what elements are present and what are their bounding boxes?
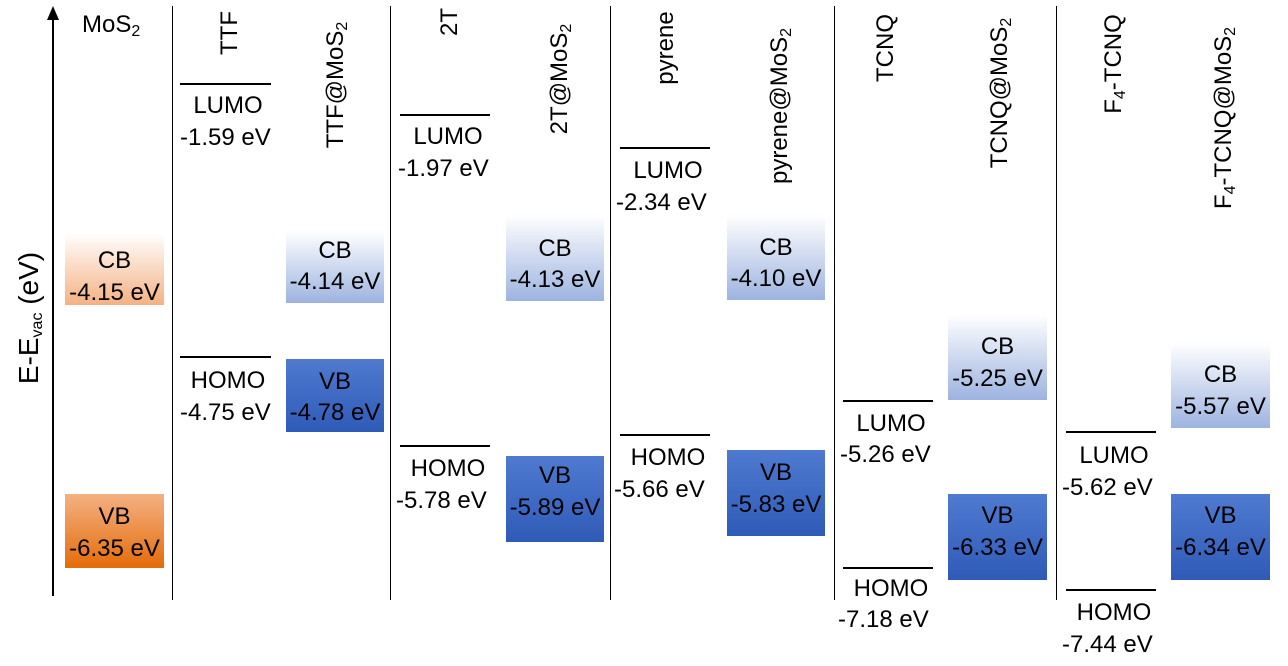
- mos2-cb-value: -4.15 eV: [69, 279, 160, 306]
- cb-name: CB: [980, 333, 1015, 360]
- vb-name: VB: [759, 459, 792, 486]
- energy-axis-label: E-Evac (eV): [13, 251, 46, 385]
- homo-value: -7.44 eV: [1062, 631, 1153, 658]
- lumo-value: -5.62 eV: [1062, 474, 1153, 501]
- lumo-level-line: [843, 400, 933, 402]
- homo-name: HOMO: [853, 575, 929, 602]
- vb-value: -4.78 eV: [289, 399, 381, 426]
- lumo-level-line: [400, 114, 490, 116]
- homo-value: -7.18 eV: [838, 606, 929, 633]
- composite-title-2t: 2T@MoS2: [546, 23, 575, 135]
- cb-value: -5.57 eV: [1175, 393, 1266, 420]
- homo-value: -5.66 eV: [614, 476, 705, 503]
- separator: [834, 6, 835, 600]
- lumo-value: -1.59 eV: [180, 124, 271, 151]
- cb-value: -4.13 eV: [509, 266, 601, 293]
- lumo-value: -5.26 eV: [840, 441, 931, 468]
- homo-level-line: [400, 445, 490, 447]
- vb-name: VB: [981, 502, 1014, 529]
- lumo-name: LUMO: [633, 157, 703, 184]
- vb-name: VB: [318, 368, 351, 395]
- mos2-valence-band: VB -6.35 eV: [65, 494, 164, 568]
- lumo-level-line: [1066, 431, 1156, 433]
- mos2-title: MoS2: [82, 11, 141, 40]
- molecule-title-f4tcnq: F4-TCNQ: [1100, 14, 1129, 114]
- composite-conduction-band: CB -5.57 eV: [1171, 343, 1270, 428]
- molecule-title-pyrene: pyrene: [652, 11, 679, 85]
- cb-value: -4.10 eV: [730, 265, 822, 292]
- cb-name: CB: [538, 235, 572, 262]
- composite-valence-band: VB -6.33 eV: [948, 494, 1047, 580]
- vb-name: VB: [1204, 502, 1237, 529]
- mos2-vb-name: VB: [98, 503, 131, 530]
- composite-conduction-band: CB -4.13 eV: [506, 215, 604, 301]
- mos2-cb-name: CB: [97, 247, 132, 274]
- separator: [172, 6, 173, 600]
- homo-level-line: [180, 356, 271, 358]
- composite-conduction-band: CB -4.10 eV: [727, 215, 825, 300]
- composite-valence-band: VB -5.89 eV: [506, 456, 604, 542]
- vb-value: -5.89 eV: [509, 494, 601, 521]
- lumo-level-line: [180, 83, 271, 85]
- lumo-name: LUMO: [193, 92, 263, 119]
- homo-name: HOMO: [630, 444, 706, 471]
- composite-conduction-band: CB -4.14 eV: [286, 231, 384, 303]
- cb-name: CB: [1203, 361, 1238, 388]
- homo-name: HOMO: [410, 455, 486, 482]
- mos2-conduction-band: CB -4.15 eV: [65, 233, 164, 306]
- homo-value: -5.78 eV: [396, 487, 487, 514]
- lumo-name: LUMO: [1079, 442, 1149, 469]
- lumo-value: -2.34 eV: [616, 189, 707, 216]
- homo-value: -4.75 eV: [180, 399, 271, 426]
- homo-name: HOMO: [1076, 599, 1152, 626]
- separator: [610, 6, 611, 600]
- molecule-title-2t: 2T: [436, 7, 463, 37]
- vb-name: VB: [538, 462, 571, 489]
- lumo-level-line: [620, 147, 710, 149]
- homo-level-line: [1066, 589, 1156, 591]
- composite-valence-band: VB -4.78 eV: [286, 359, 384, 432]
- composite-title-ttf: TTF@MoS2: [322, 21, 351, 149]
- composite-title-tcnq: TCNQ@MoS2: [986, 17, 1015, 169]
- vb-value: -6.34 eV: [1175, 534, 1266, 561]
- composite-title-pyrene: pyrene@MoS2: [766, 28, 795, 184]
- homo-level-line: [843, 567, 933, 569]
- vb-value: -6.33 eV: [952, 534, 1043, 561]
- cb-name: CB: [759, 234, 793, 261]
- homo-level-line: [620, 434, 710, 436]
- composite-title-f4tcnq: F4-TCNQ@MoS2: [1210, 26, 1239, 210]
- homo-name: HOMO: [190, 367, 266, 394]
- composite-valence-band: VB -5.83 eV: [727, 450, 825, 536]
- lumo-name: LUMO: [856, 410, 926, 437]
- cb-value: -5.25 eV: [952, 365, 1043, 392]
- separator: [390, 6, 391, 600]
- cb-name: CB: [318, 237, 352, 264]
- lumo-name: LUMO: [413, 123, 483, 150]
- cb-value: -4.14 eV: [289, 268, 381, 295]
- composite-valence-band: VB -6.34 eV: [1171, 494, 1270, 580]
- lumo-value: -1.97 eV: [398, 155, 489, 182]
- separator: [1056, 6, 1057, 600]
- molecule-title-tcnq: TCNQ: [872, 14, 899, 82]
- vb-value: -5.83 eV: [730, 491, 822, 518]
- composite-conduction-band: CB -5.25 eV: [948, 314, 1047, 400]
- molecule-title-ttf: TTF: [216, 11, 243, 55]
- mos2-vb-value: -6.35 eV: [69, 535, 160, 562]
